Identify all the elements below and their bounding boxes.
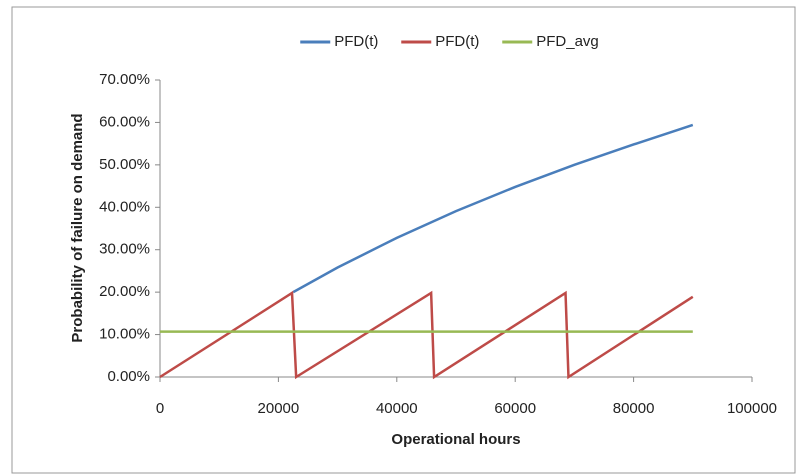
y-axis-label: Probability of failure on demand (69, 113, 86, 342)
y-tick-label: 20.00% (99, 283, 150, 300)
y-tick-label: 10.00% (99, 326, 150, 343)
x-tick-label: 100000 (727, 400, 777, 417)
y-tick-label: 30.00% (99, 241, 150, 258)
y-tick-label: 60.00% (99, 113, 150, 130)
chart-frame (11, 6, 796, 474)
x-tick-label: 20000 (258, 400, 300, 417)
x-axis-label: Operational hours (391, 431, 520, 448)
legend-label: PFD_avg (536, 33, 599, 50)
x-tick-label: 60000 (494, 400, 536, 417)
series-line (292, 123, 694, 294)
x-tick-label: 40000 (376, 400, 418, 417)
x-tick-label: 80000 (613, 400, 655, 417)
series-line (159, 290, 694, 380)
y-tick-label: 70.00% (99, 71, 150, 88)
legend-label: PFD(t) (334, 33, 378, 50)
y-tick-label: 50.00% (99, 156, 150, 173)
y-tick-label: 0.00% (107, 368, 150, 385)
y-tick-label: 40.00% (99, 198, 150, 215)
x-tick-label: 0 (156, 400, 164, 417)
legend-label: PFD(t) (435, 33, 479, 50)
